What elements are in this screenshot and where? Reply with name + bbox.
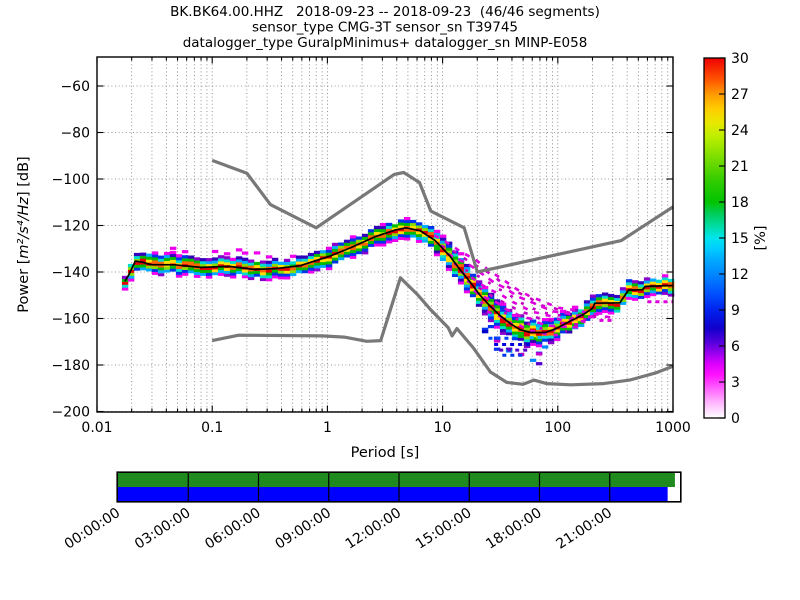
colorbar-tick-label: 6 [731,339,740,355]
colorbar-tick-label: 18 [731,195,749,211]
x-tick-label: 100 [544,420,571,436]
x-tick-label: 0.1 [201,420,223,436]
coverage-psd-segment [118,473,675,487]
colorbar-ticks: 0 3 6 9 12 15 18 21 24 27 30 [719,51,749,427]
psd-mode-line [124,226,674,334]
colorbar-tick-label: 15 [731,231,749,247]
time-tick-label: 18:00:00 [483,505,544,553]
y-tick-label: −140 [52,265,90,281]
y-tick-label: −80 [60,126,90,142]
x-tick-label: 1 [323,420,332,436]
coverage-data-segment [118,487,668,501]
colorbar-tick-label: 0 [731,411,740,427]
peterson-noise-models [211,158,674,387]
chart-title: BK.BK64.00.HHZ 2018-09-23 -- 2018-09-23 … [170,4,600,20]
y-tick-label: −180 [52,358,90,374]
y-tick-label: −120 [52,219,90,235]
chart-subtitle-sensor: sensor_type CMG-3T sensor_sn T39745 [252,20,518,36]
axis-tick-labels: 0.01 0.1 1 10 100 1000 −60 −80 −100 −120 −140 −160 −… [52,79,691,436]
time-tick-label: 15:00:00 [413,505,474,553]
x-tick-label: 10 [434,420,452,436]
colorbar-tick-label: 21 [731,159,749,175]
colorbar-tick-label: 12 [731,267,749,283]
colorbar-tick-label: 27 [731,87,749,103]
plot-border [96,56,674,413]
time-tick-label: 12:00:00 [343,505,404,553]
time-tick-label: 21:00:00 [554,505,615,553]
colorbar-label: [%] [753,225,769,250]
y-axis-label: Power [m²/s⁴/Hz] [dB] [16,156,32,312]
time-tick-label: 00:00:00 [62,505,123,553]
y-tick-label: −60 [60,79,90,95]
chart-subtitle-datalogger: datalogger_type GuralpMinimus+ datalogge… [183,35,588,51]
y-tick-label: −200 [52,405,90,421]
x-tick-label: 0.01 [81,420,112,436]
colorbar-tick-label: 9 [731,303,740,319]
time-tick-label: 06:00:00 [202,505,263,553]
colorbar-tick-label: 3 [731,375,740,391]
colorbar-tick-label: 30 [731,51,749,67]
time-tick-label: 09:00:00 [273,505,334,553]
time-tick-label: 03:00:00 [132,505,193,553]
colorbar-tick-label: 24 [731,123,749,139]
psd-probability-histogram [121,217,675,366]
y-tick-label: −100 [52,172,90,188]
y-tick-label: −160 [52,312,90,328]
x-tick-label: 1000 [655,420,691,436]
x-axis-label: Period [s] [351,445,420,461]
time-coverage-bar: 00:00:00 03:00:00 06:00:00 09:00:00 12:00:00… [62,471,682,553]
psd-outlier-marks [488,300,673,357]
